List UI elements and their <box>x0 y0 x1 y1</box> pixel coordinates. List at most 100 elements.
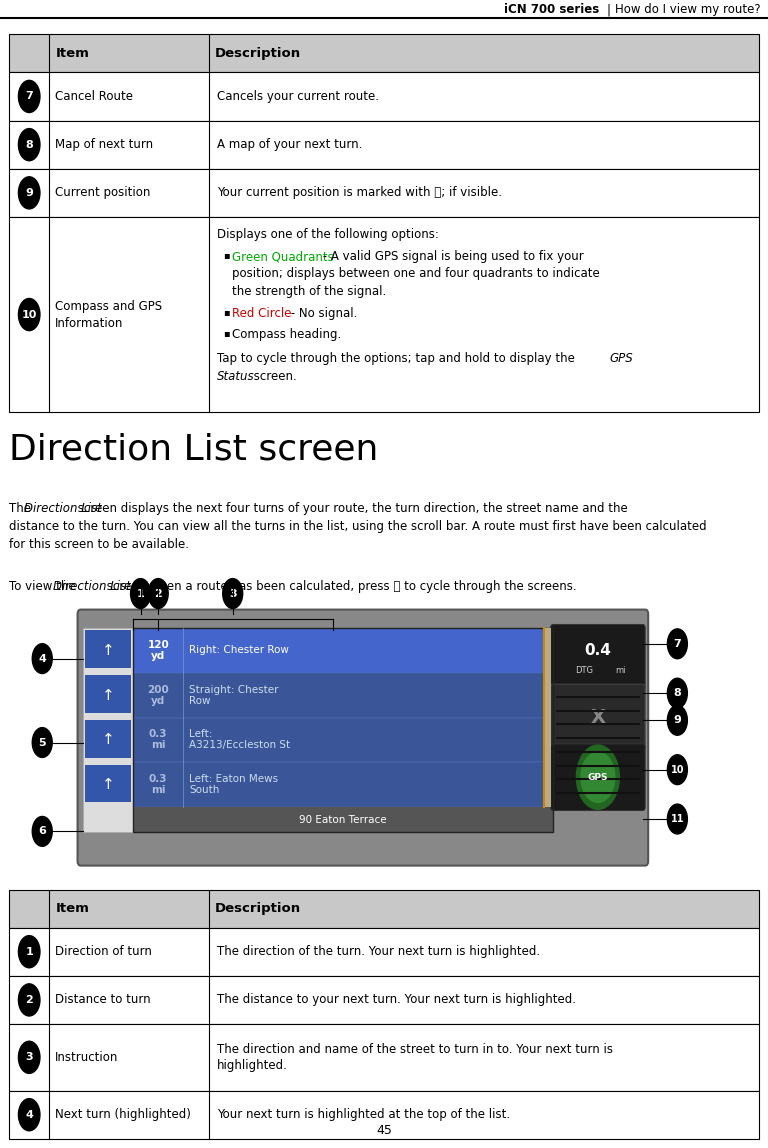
Circle shape <box>131 579 151 608</box>
Text: distance to the turn. You can view all the turns in the list, using the scroll b: distance to the turn. You can view all t… <box>9 520 707 533</box>
Circle shape <box>581 752 614 802</box>
Circle shape <box>18 1041 40 1073</box>
Text: The: The <box>9 502 35 514</box>
FancyBboxPatch shape <box>133 807 553 832</box>
Circle shape <box>18 984 40 1016</box>
FancyBboxPatch shape <box>133 762 553 807</box>
Text: To view the: To view the <box>9 580 80 592</box>
Text: The distance to your next turn. Your next turn is highlighted.: The distance to your next turn. Your nex… <box>217 993 575 1007</box>
Text: The direction and name of the street to turn in to. Your next turn is
highlighte: The direction and name of the street to … <box>217 1042 613 1072</box>
Text: Compass and GPS
Information: Compass and GPS Information <box>55 300 162 329</box>
Text: 4: 4 <box>25 1110 33 1119</box>
Circle shape <box>667 629 687 659</box>
Text: 0.4: 0.4 <box>584 643 611 658</box>
Text: Right: Chester Row: Right: Chester Row <box>189 645 289 656</box>
Text: |: | <box>606 3 611 16</box>
Text: Item: Item <box>55 47 89 60</box>
FancyBboxPatch shape <box>9 1024 759 1091</box>
Text: Direction List: Direction List <box>53 580 131 592</box>
Circle shape <box>18 936 40 968</box>
Text: 7: 7 <box>674 638 681 649</box>
Text: for this screen to be available.: for this screen to be available. <box>9 538 189 551</box>
FancyBboxPatch shape <box>9 34 759 72</box>
FancyBboxPatch shape <box>551 744 645 810</box>
Text: 6: 6 <box>38 827 46 837</box>
Text: 2: 2 <box>154 589 162 598</box>
Circle shape <box>576 745 619 809</box>
FancyBboxPatch shape <box>9 169 759 217</box>
Text: Next turn (highlighted): Next turn (highlighted) <box>55 1108 191 1122</box>
Text: 200
yd: 200 yd <box>147 684 169 706</box>
Circle shape <box>18 177 40 209</box>
FancyBboxPatch shape <box>9 72 759 121</box>
Circle shape <box>148 579 168 608</box>
Text: screen.: screen. <box>250 370 297 382</box>
Text: iCN 700 series: iCN 700 series <box>504 3 599 16</box>
FancyBboxPatch shape <box>78 610 648 866</box>
Text: X: X <box>591 708 605 727</box>
Text: How do I view my route?: How do I view my route? <box>614 3 760 16</box>
Text: screen displays the next four turns of your route, the turn direction, the stree: screen displays the next four turns of y… <box>74 502 628 514</box>
Circle shape <box>667 678 687 708</box>
Text: Description: Description <box>215 902 301 915</box>
Text: 9: 9 <box>674 715 681 726</box>
Text: 11: 11 <box>670 814 684 824</box>
Text: Left: Eaton Mews
South: Left: Eaton Mews South <box>189 774 278 796</box>
Text: 8: 8 <box>25 140 33 149</box>
Text: ▪: ▪ <box>223 328 230 339</box>
FancyBboxPatch shape <box>544 628 551 807</box>
FancyBboxPatch shape <box>9 1091 759 1139</box>
Text: ↑: ↑ <box>101 688 114 703</box>
Text: 7: 7 <box>25 92 33 101</box>
Text: GPS: GPS <box>610 352 634 365</box>
Text: The direction of the turn. Your next turn is highlighted.: The direction of the turn. Your next tur… <box>217 945 540 959</box>
Text: ↑: ↑ <box>101 777 114 792</box>
Text: Direction List: Direction List <box>24 502 101 514</box>
Text: 10: 10 <box>22 310 37 319</box>
Text: A map of your next turn.: A map of your next turn. <box>217 138 362 152</box>
Text: Green Quadrants: Green Quadrants <box>232 250 333 263</box>
Text: Distance to turn: Distance to turn <box>55 993 151 1007</box>
Text: screen when a route has been calculated, press Ⓣ to cycle through the screens.: screen when a route has been calculated,… <box>104 580 577 592</box>
FancyBboxPatch shape <box>133 628 553 673</box>
FancyBboxPatch shape <box>9 890 759 928</box>
Text: Direction List screen: Direction List screen <box>9 433 379 467</box>
Circle shape <box>18 80 40 113</box>
Text: Red Circle: Red Circle <box>232 307 291 319</box>
Text: 4: 4 <box>38 653 46 664</box>
Text: Instruction: Instruction <box>55 1050 119 1064</box>
FancyBboxPatch shape <box>551 625 645 691</box>
Text: 5: 5 <box>38 737 46 747</box>
FancyBboxPatch shape <box>9 217 759 412</box>
Text: 0.3
mi: 0.3 mi <box>149 729 167 751</box>
Text: Status: Status <box>217 370 254 382</box>
Circle shape <box>667 754 687 784</box>
FancyBboxPatch shape <box>9 928 759 976</box>
Text: 9: 9 <box>25 188 33 197</box>
Text: ↑: ↑ <box>101 643 114 658</box>
Circle shape <box>667 705 687 735</box>
Text: ▪: ▪ <box>223 307 230 317</box>
Text: Map of next turn: Map of next turn <box>55 138 154 152</box>
Text: Current position: Current position <box>55 186 151 200</box>
Text: 120
yd: 120 yd <box>147 639 169 661</box>
Text: 45: 45 <box>376 1124 392 1137</box>
Text: the strength of the signal.: the strength of the signal. <box>232 285 386 297</box>
Text: Straight: Chester
Row: Straight: Chester Row <box>189 684 279 706</box>
Text: Direction of turn: Direction of turn <box>55 945 152 959</box>
FancyBboxPatch shape <box>85 720 131 758</box>
Text: Tap to cycle through the options; tap and hold to display the: Tap to cycle through the options; tap an… <box>217 352 578 365</box>
Text: - No signal.: - No signal. <box>287 307 358 319</box>
Text: - A valid GPS signal is being used to fix your: - A valid GPS signal is being used to fi… <box>319 250 584 263</box>
Circle shape <box>667 804 687 833</box>
Text: 3: 3 <box>25 1053 33 1062</box>
FancyBboxPatch shape <box>133 673 553 718</box>
FancyBboxPatch shape <box>9 121 759 169</box>
Text: position; displays between one and four quadrants to indicate: position; displays between one and four … <box>232 267 600 280</box>
Text: 1: 1 <box>25 947 33 956</box>
Circle shape <box>18 298 40 331</box>
Text: Your next turn is highlighted at the top of the list.: Your next turn is highlighted at the top… <box>217 1108 510 1122</box>
FancyBboxPatch shape <box>133 718 553 762</box>
FancyBboxPatch shape <box>85 630 131 668</box>
Text: Your current position is marked with Ⓣ; if visible.: Your current position is marked with Ⓣ; … <box>217 186 502 200</box>
